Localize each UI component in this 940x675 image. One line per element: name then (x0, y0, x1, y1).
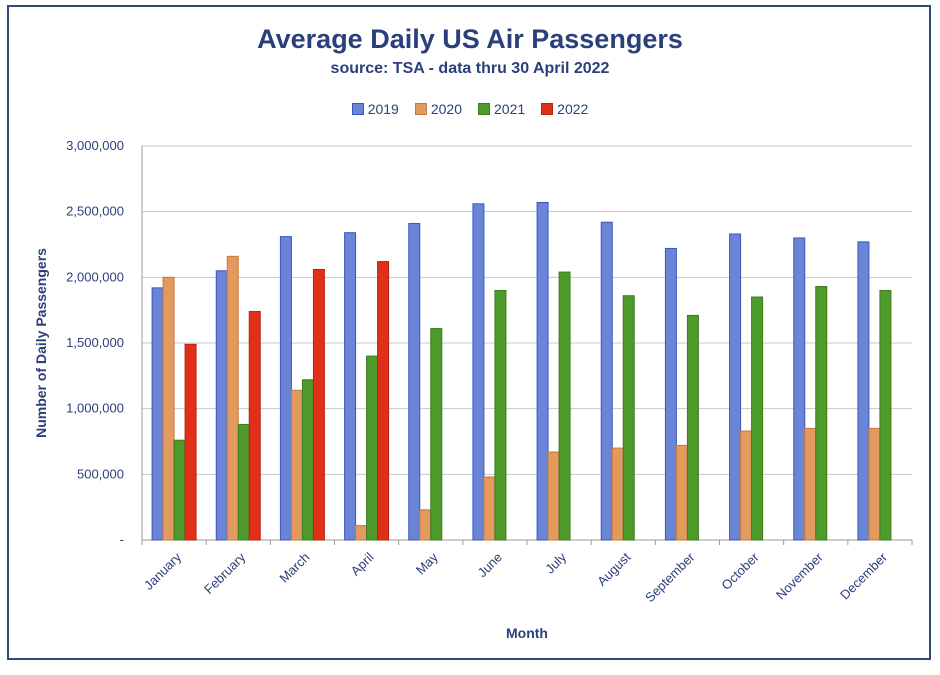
bar-2019-august (600, 221, 613, 541)
bar-2021-february (237, 423, 250, 541)
x-tick-label: February (201, 549, 249, 597)
x-tick-label: December (837, 549, 890, 602)
legend-item-2022: 2022 (541, 101, 588, 117)
bar-2021-september (686, 314, 699, 541)
y-tick-label: 3,000,000 (66, 138, 124, 153)
bar-2020-november (804, 427, 817, 541)
bar-2021-november (815, 286, 828, 541)
x-tick-label: September (642, 549, 698, 605)
bar-2020-august (611, 447, 624, 541)
y-axis-title: Number of Daily Passengers (33, 248, 49, 438)
y-tick-label: 2,000,000 (66, 269, 124, 284)
bar-2019-october (729, 233, 742, 541)
bar-2022-february (248, 310, 261, 541)
x-tick-label: July (542, 549, 569, 576)
legend-swatch-2022 (541, 103, 554, 115)
x-tick-label: January (141, 549, 185, 593)
bar-2020-december (868, 427, 881, 541)
legend-swatch-2019 (351, 103, 364, 115)
legend-label-2021: 2021 (494, 101, 526, 117)
chart-subtitle: source: TSA - data thru 30 April 2022 (330, 60, 610, 77)
bar-2019-february (215, 270, 228, 541)
bar-2020-july (547, 451, 560, 541)
bar-2019-july (536, 201, 549, 541)
x-tick-label: June (474, 550, 505, 581)
bar-2022-april (377, 261, 390, 541)
bar-2020-october (740, 430, 753, 541)
legend-label-2020: 2020 (430, 101, 462, 117)
bar-2020-february (226, 255, 239, 541)
y-tick-label: 1,000,000 (66, 401, 124, 416)
bar-2021-july (558, 271, 571, 541)
y-tick-label: 500,000 (77, 466, 124, 481)
bar-2020-september (675, 444, 688, 541)
bar-2021-june (494, 289, 507, 541)
bar-2020-march (290, 389, 303, 541)
y-tick-label: - (120, 532, 124, 547)
x-tick-label: May (413, 549, 441, 577)
bar-2022-january (184, 343, 197, 541)
x-axis-title: Month (506, 625, 548, 641)
x-tick-label: November (773, 549, 826, 602)
bar-2021-april (366, 355, 379, 541)
legend-label-2022: 2022 (557, 101, 589, 117)
bar-2019-june (472, 203, 485, 541)
legend-item-2020: 2020 (414, 101, 462, 117)
chart-title: Average Daily US Air Passengers (257, 24, 683, 54)
x-tick-label: August (594, 549, 633, 588)
y-tick-label: 2,500,000 (66, 204, 124, 219)
bar-2022-march (312, 268, 325, 541)
bar-2019-january (151, 287, 164, 541)
x-tick-label: March (276, 550, 312, 586)
bar-2020-may (419, 509, 432, 541)
legend-label-2019: 2019 (367, 101, 399, 117)
x-tick-label: April (348, 549, 377, 578)
bar-2019-november (793, 237, 806, 541)
y-tick-label: 1,500,000 (66, 335, 124, 350)
bar-2021-december (879, 289, 892, 541)
bar-2019-march (279, 236, 292, 541)
bar-2019-december (857, 241, 870, 541)
legend-swatch-2021 (478, 103, 490, 115)
bar-2019-april (344, 232, 357, 541)
bar-2021-march (301, 379, 314, 541)
legend-swatch-2020 (414, 103, 427, 115)
legend: 2019 2020 2021 2022 (0, 101, 940, 117)
legend-item-2021: 2021 (478, 101, 525, 117)
x-tick-label: October (718, 549, 762, 593)
bar-2021-may (430, 328, 443, 541)
bar-2019-september (664, 247, 677, 541)
bar-2020-june (483, 476, 496, 541)
bar-2020-april (355, 525, 368, 541)
legend-item-2019: 2019 (351, 101, 399, 117)
bar-2020-january (162, 276, 175, 541)
bar-2021-january (173, 439, 186, 541)
bar-2021-august (622, 295, 635, 541)
bar-2021-october (751, 296, 764, 541)
bar-2019-may (408, 222, 421, 541)
